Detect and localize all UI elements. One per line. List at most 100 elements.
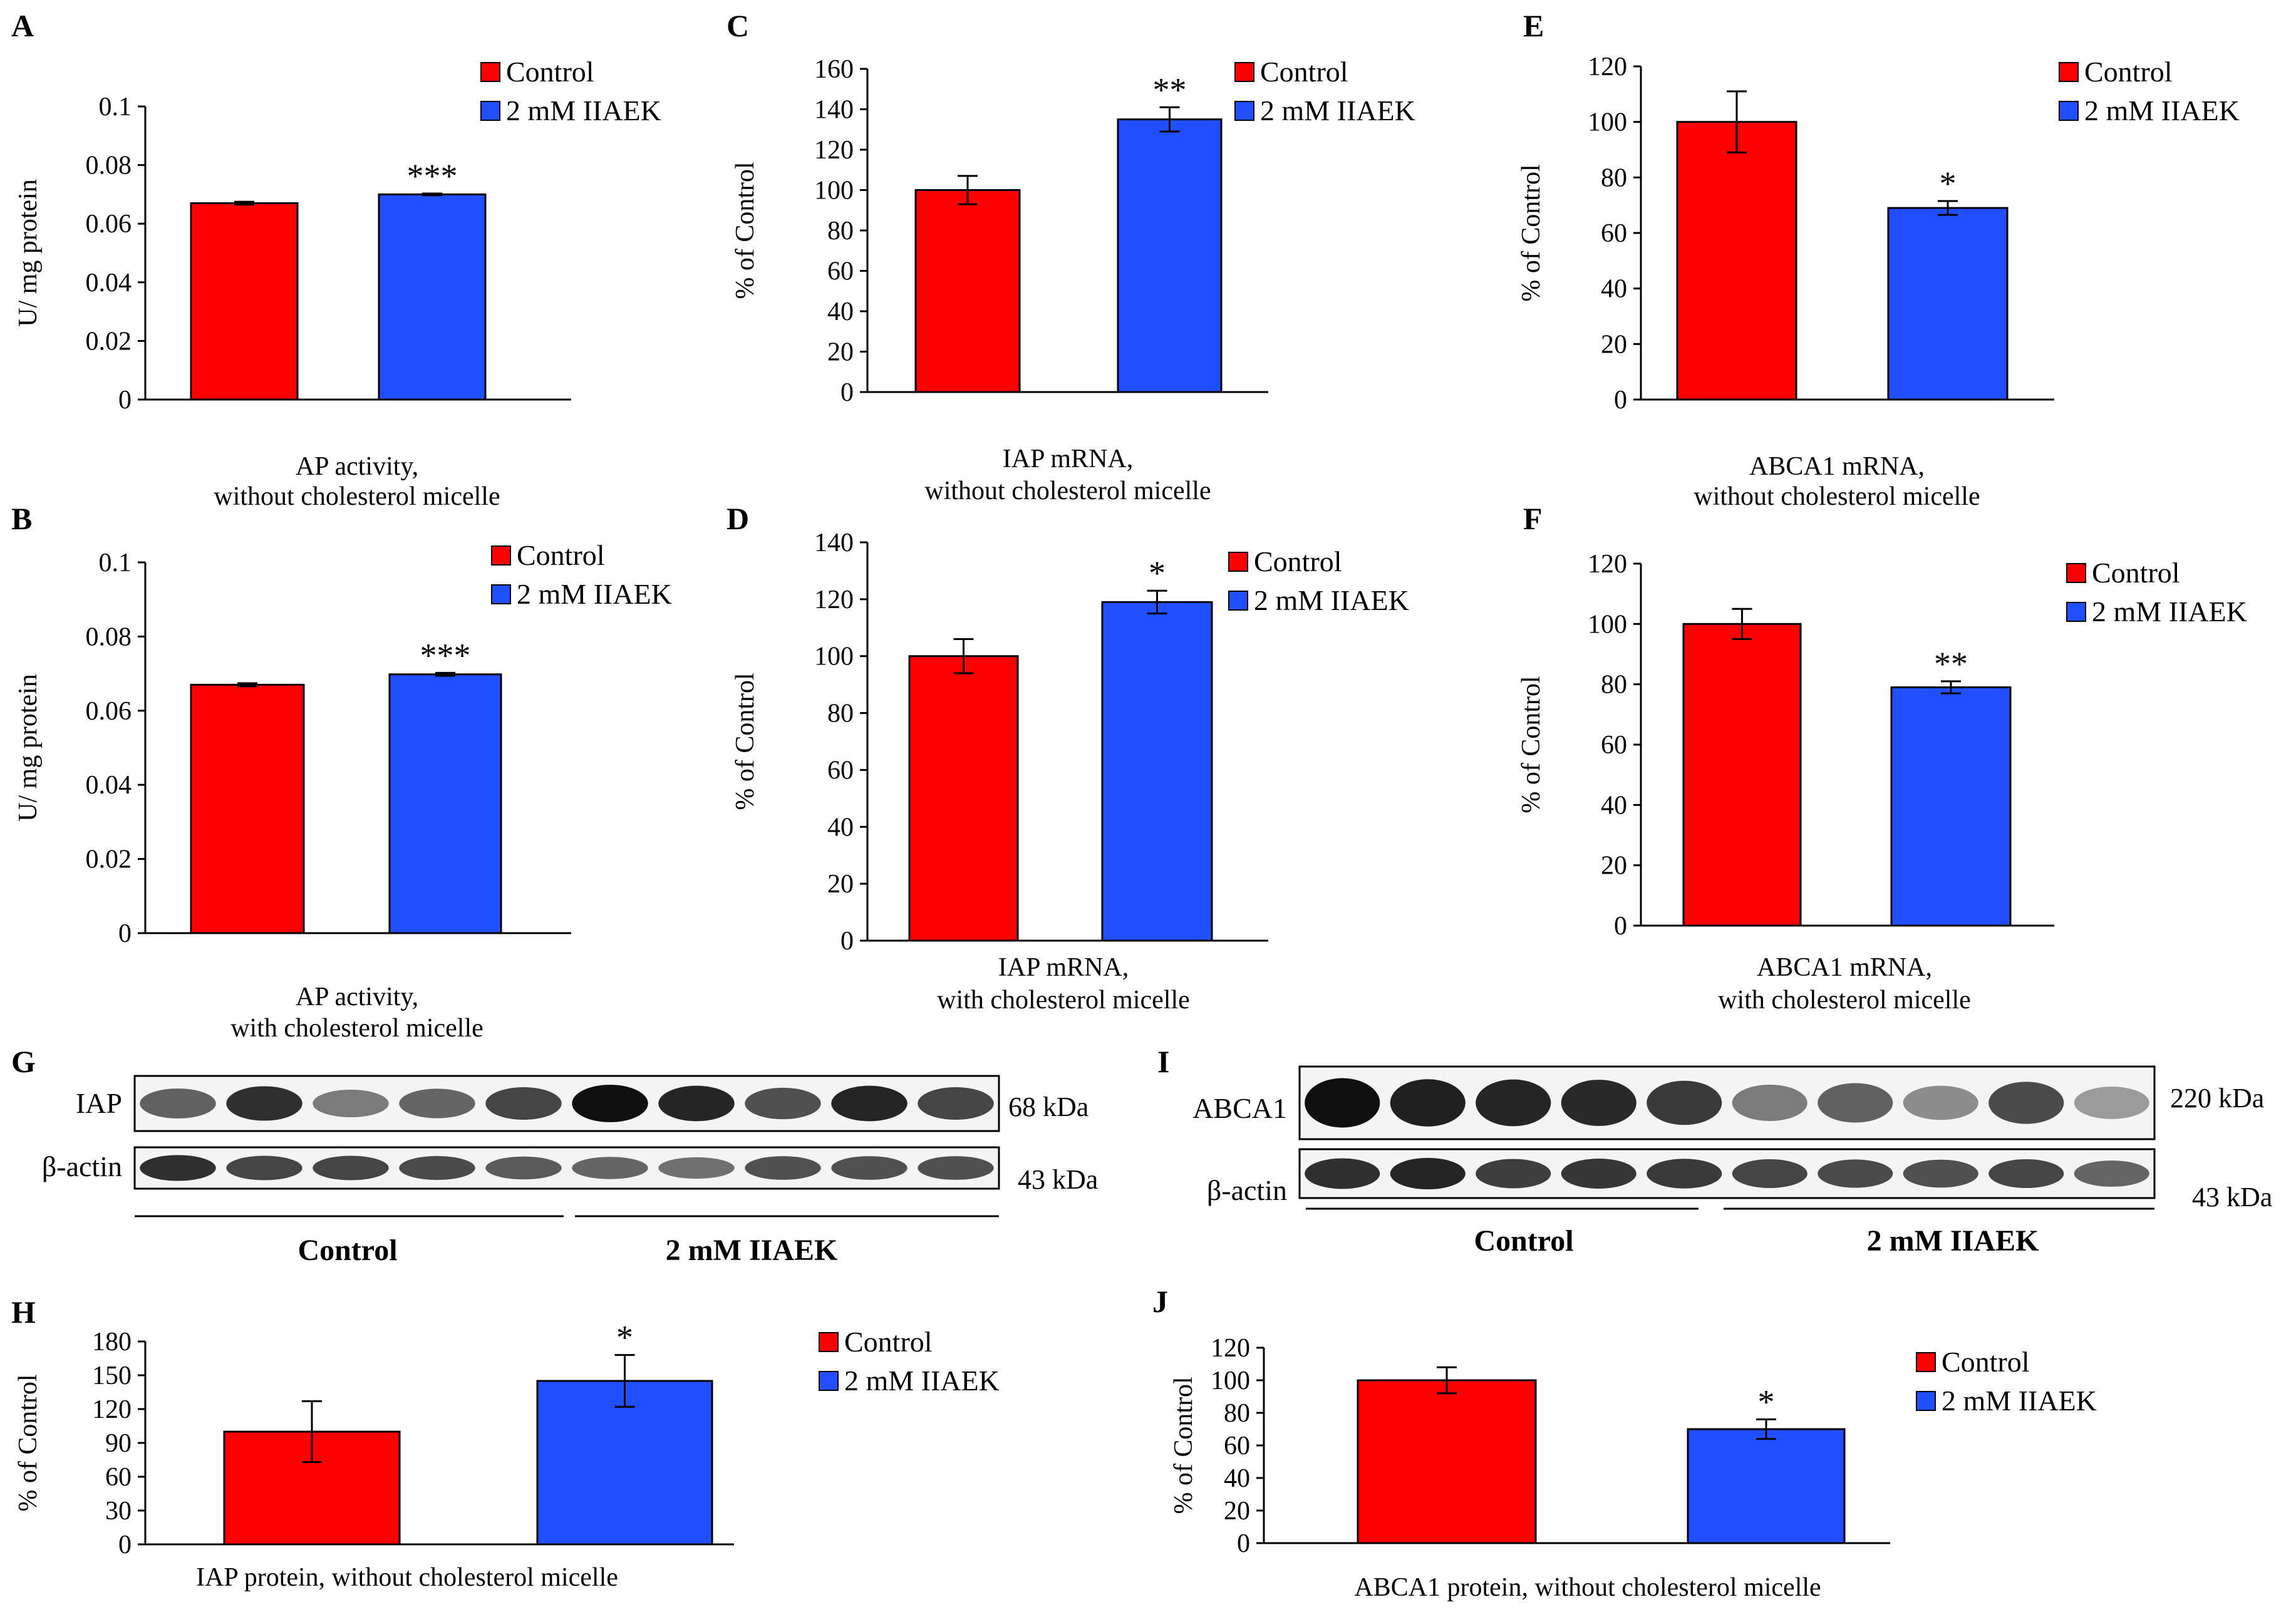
y-tick-label: 0: [1614, 386, 1627, 415]
blot-row-label: ABCA1: [1192, 1092, 1287, 1124]
y-tick-label: 0.08: [86, 152, 132, 180]
chart-panel-h: H 0 30 60 90 120 150 180 % of Control * IAP protei…: [11, 1294, 1000, 1592]
legend-label-control: Control: [844, 1326, 933, 1358]
y-tick-label: 80: [827, 217, 854, 245]
chart-panel-b: B 0 0.02 0.04 0.06 0.08 0.1 U/ mg protein *** AP …: [11, 501, 672, 1043]
legend-swatch-control: [1228, 552, 1248, 572]
blot-band: [485, 1087, 562, 1120]
y-tick-label: 140: [814, 529, 854, 557]
panel-letter: H: [11, 1294, 36, 1330]
bar-treated: [1101, 601, 1213, 942]
x-axis-caption-line1: AP activity,: [296, 452, 418, 481]
y-axis-title: % of Control: [1169, 1377, 1198, 1514]
blot-band: [918, 1156, 994, 1180]
y-tick-label: 40: [1601, 275, 1627, 304]
blot-band: [2074, 1160, 2149, 1187]
y-tick-label: 100: [1588, 610, 1627, 639]
y-tick-label: 0.1: [99, 549, 132, 577]
blot-band: [226, 1086, 303, 1121]
blot-band: [1561, 1080, 1637, 1126]
blot-band: [1476, 1079, 1551, 1127]
legend-swatch-treated: [491, 584, 511, 604]
blot-band: [1732, 1085, 1807, 1121]
x-axis-caption-line1: ABCA1 mRNA,: [1757, 953, 1932, 982]
y-tick-label: 40: [1224, 1464, 1250, 1493]
y-tick-label: 100: [1588, 108, 1627, 137]
blot-band: [1988, 1159, 2064, 1189]
y-tick-label: 80: [827, 700, 854, 728]
x-axis-caption-line2: without cholesterol micelle: [1694, 482, 1980, 511]
y-tick-label: 120: [814, 136, 854, 165]
molecular-weight-label: 220 kDa: [2170, 1083, 2264, 1113]
chart-panel-d: D 0 20 40 60 80 100 120 140 % of Control * IAP mRNA…: [727, 501, 1409, 1015]
panel-letter: A: [11, 8, 34, 43]
molecular-weight-label: 43 kDa: [1018, 1164, 1098, 1195]
y-tick-label: 60: [827, 756, 854, 785]
legend-swatch-control: [819, 1332, 839, 1352]
bar-treated: [388, 673, 502, 934]
group-label: 2 mM IIAEK: [666, 1234, 838, 1267]
y-tick-label: 120: [814, 586, 854, 614]
bar-treated: [378, 193, 487, 401]
y-tick-label: 0: [118, 919, 132, 948]
legend-label-control: Control: [1254, 545, 1342, 577]
y-tick-label: 0.08: [86, 623, 132, 651]
bar-control: [908, 655, 1019, 942]
y-tick-label: 0.1: [99, 93, 132, 121]
legend-swatch-treated: [1234, 101, 1254, 121]
blot-band: [313, 1090, 389, 1117]
significance-marker: *: [1149, 554, 1166, 592]
significance-marker: *: [616, 1319, 633, 1356]
blot-band: [745, 1087, 821, 1120]
blot-band: [1476, 1159, 1551, 1189]
y-tick-label: 180: [92, 1328, 132, 1356]
legend-swatch-control: [491, 545, 511, 566]
legend-label-treated: 2 mM IIAEK: [506, 95, 661, 127]
x-axis-caption-line2: with cholesterol micelle: [230, 1014, 484, 1043]
panel-letter: D: [727, 501, 749, 536]
y-tick-label: 120: [1588, 53, 1627, 81]
blot-band: [399, 1088, 475, 1119]
y-tick-label: 20: [827, 870, 854, 899]
blot-row-label: β-actin: [1207, 1174, 1287, 1206]
molecular-weight-label: 43 kDa: [2192, 1182, 2272, 1212]
y-tick-label: 140: [814, 96, 854, 125]
y-tick-label: 160: [814, 55, 854, 84]
blot-band: [226, 1155, 303, 1181]
y-tick-label: 0.06: [86, 697, 132, 726]
blot-band: [1903, 1085, 1978, 1120]
y-tick-label: 0: [840, 927, 854, 956]
x-axis-caption-line2: with cholesterol micelle: [1718, 986, 1971, 1015]
y-tick-label: 0: [1614, 912, 1627, 941]
y-tick-label: 60: [827, 257, 854, 286]
legend-label-control: Control: [2092, 557, 2180, 589]
western-blot-panel-g: G IAP 68 kDa β-actin 43 kDa Control 2 mM IIAEK: [11, 1044, 1098, 1267]
legend-swatch-treated: [2059, 101, 2079, 121]
blot-band: [140, 1155, 216, 1181]
bar-control: [190, 202, 299, 401]
y-tick-label: 20: [1601, 852, 1627, 881]
bar-control: [1357, 1379, 1537, 1544]
significance-marker: **: [1153, 71, 1187, 108]
y-tick-label: 80: [1224, 1399, 1250, 1428]
y-tick-label: 0.04: [86, 269, 132, 297]
y-tick-label: 0: [840, 378, 854, 407]
x-axis-caption-line1: IAP mRNA,: [1003, 445, 1133, 473]
x-axis-caption: IAP protein, without cholesterol micelle: [196, 1563, 618, 1592]
blot-band: [485, 1156, 562, 1180]
blot-band: [831, 1085, 908, 1122]
panel-letter: J: [1152, 1284, 1168, 1319]
molecular-weight-label: 68 kDa: [1008, 1092, 1089, 1122]
y-tick-label: 20: [1601, 330, 1627, 359]
group-label: 2 mM IIAEK: [1867, 1224, 2039, 1258]
bar-control: [914, 189, 1021, 393]
x-axis-caption-line1: IAP mRNA,: [998, 953, 1129, 982]
legend-label-treated: 2 mM IIAEK: [844, 1365, 1000, 1397]
y-tick-label: 20: [827, 338, 854, 367]
blot-band: [1818, 1159, 1893, 1188]
blot-band: [572, 1085, 648, 1122]
legend-label-treated: 2 mM IIAEK: [1942, 1385, 2097, 1417]
panel-letter: B: [11, 501, 32, 536]
x-axis-caption: ABCA1 protein, without cholesterol micel…: [1354, 1573, 1821, 1602]
